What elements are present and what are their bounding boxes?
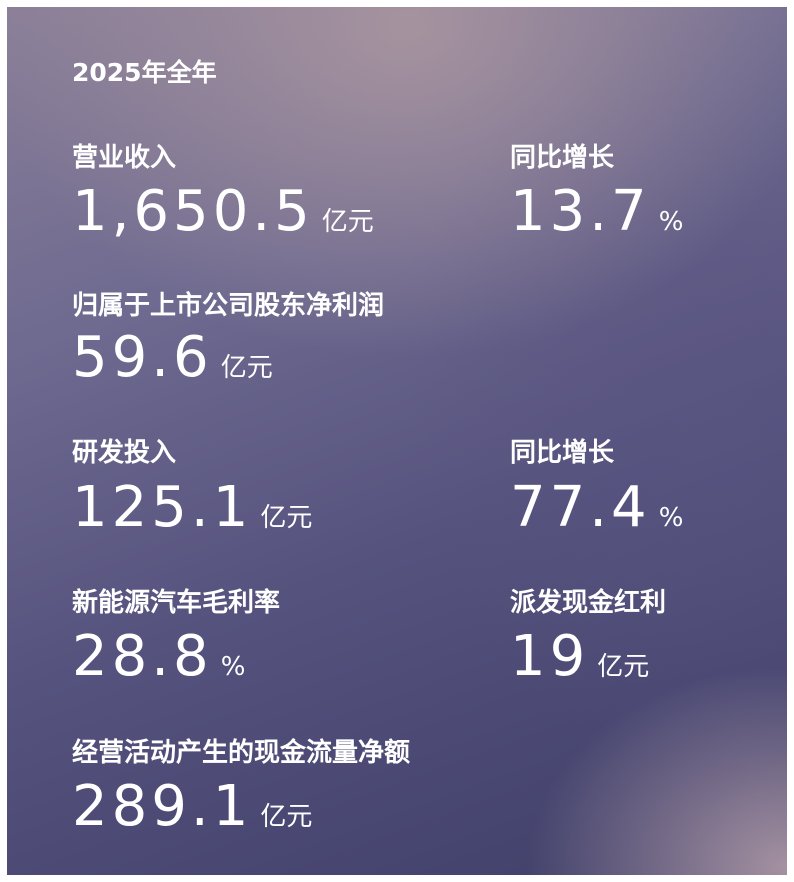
number: 1,650.5 [72, 179, 314, 244]
card: 2025年全年 营业收入 1,650.5 亿元 同比增长 13.7% 归属于上市公… [7, 7, 787, 875]
unit: 亿元 [321, 207, 374, 237]
metric-label: 同比增长 [510, 143, 615, 173]
metric-value: 13.7% [510, 179, 683, 244]
unit: 亿元 [220, 353, 273, 383]
metric-label: 经营活动产生的现金流量净额 [72, 738, 411, 768]
title: 2025年全年 [72, 58, 217, 87]
unit: % [220, 652, 246, 682]
metric-value: 59.6 亿元 [72, 325, 273, 390]
metric-value: 1,650.5 亿元 [72, 179, 374, 244]
number: 13.7 [510, 179, 651, 244]
unit: 亿元 [260, 503, 313, 533]
metric-label: 同比增长 [510, 438, 615, 468]
number: 125.1 [72, 475, 253, 540]
number: 28.8 [72, 624, 213, 689]
unit: 亿元 [597, 652, 650, 682]
metric-label: 派发现金红利 [510, 588, 667, 618]
number: 19 [510, 624, 590, 689]
number: 77.4 [510, 475, 651, 540]
metric-value: 28.8% [72, 624, 245, 689]
metric-value: 289.1 亿元 [72, 774, 312, 839]
metric-value: 125.1 亿元 [72, 475, 312, 540]
metric-value: 77.4% [510, 475, 683, 540]
number: 289.1 [72, 774, 253, 839]
metric-label: 营业收入 [72, 143, 177, 173]
metric-value: 19 亿元 [510, 624, 649, 689]
unit: % [658, 207, 684, 237]
number: 59.6 [72, 325, 213, 390]
unit: % [658, 503, 684, 533]
metric-label: 研发投入 [72, 438, 177, 468]
metric-label: 新能源汽车毛利率 [72, 588, 281, 618]
metric-label: 归属于上市公司股东净利润 [72, 291, 385, 321]
unit: 亿元 [260, 802, 313, 832]
